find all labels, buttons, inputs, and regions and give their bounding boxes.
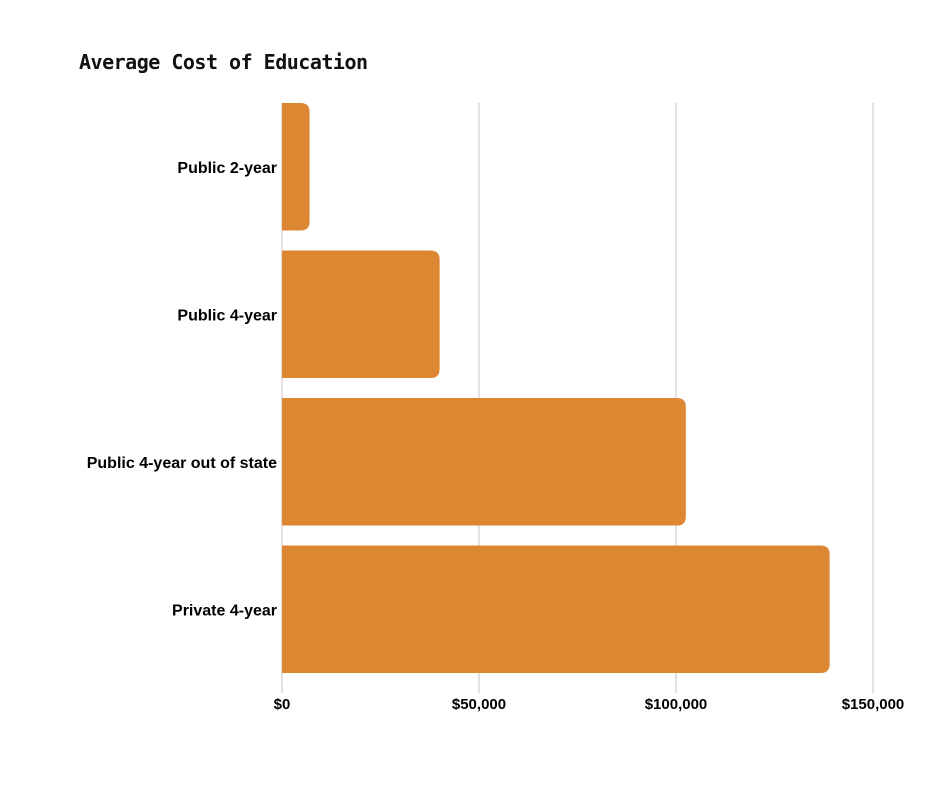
label-layer: $0 $50,000 $100,000 $150,000 Public 2-year Pu… bbox=[87, 160, 905, 713]
x-tick-label: $150,000 bbox=[842, 696, 905, 713]
bar bbox=[282, 545, 830, 673]
chart-title: Average Cost of Education bbox=[79, 50, 368, 74]
x-tick-label: $50,000 bbox=[452, 696, 506, 713]
category-label: Public 4-year bbox=[177, 307, 277, 324]
x-tick-label: $0 bbox=[274, 696, 291, 713]
category-label: Public 2-year bbox=[177, 160, 277, 177]
category-label: Public 4-year out of state bbox=[87, 455, 277, 472]
bar-layer bbox=[282, 103, 830, 673]
bar bbox=[282, 250, 440, 378]
bar bbox=[282, 103, 310, 231]
bar bbox=[282, 398, 686, 526]
category-label: Private 4-year bbox=[172, 602, 277, 619]
x-tick-label: $100,000 bbox=[645, 696, 708, 713]
